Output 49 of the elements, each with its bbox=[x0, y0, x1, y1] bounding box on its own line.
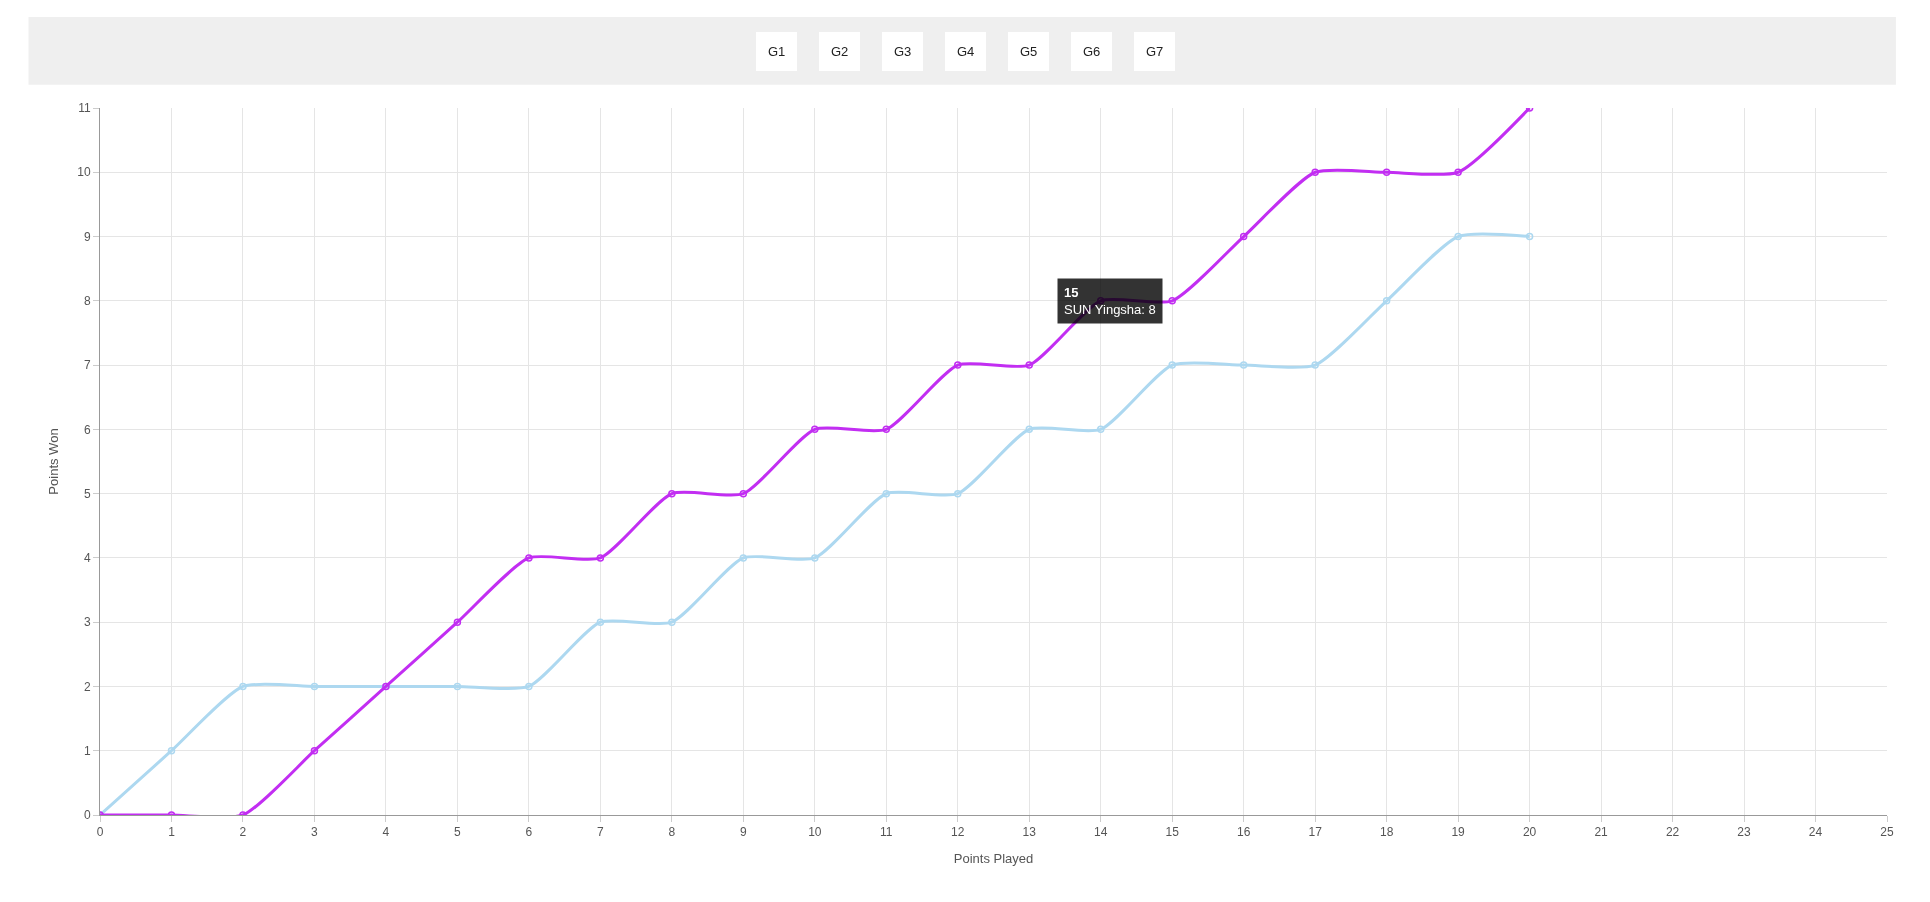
y-tick-label: 2 bbox=[83, 679, 91, 694]
x-tick-label: 1 bbox=[168, 825, 176, 840]
text: G6 bbox=[1083, 44, 1101, 59]
annotation: 15 bbox=[1064, 285, 1079, 300]
x-tick-label: 12 bbox=[951, 825, 965, 840]
x-tick-label: 4 bbox=[382, 825, 390, 840]
y-tick-label: 10 bbox=[77, 165, 91, 180]
annotation: SUN Yingsha: 8 bbox=[1064, 301, 1156, 317]
x-tick-label: 11 bbox=[880, 825, 893, 840]
x-tick-label: 20 bbox=[1522, 825, 1537, 840]
x-tick-label: 14 bbox=[1094, 825, 1108, 840]
x-tick-label: 6 bbox=[525, 825, 533, 840]
text: G7 bbox=[1146, 44, 1164, 59]
y-tick-label: 4 bbox=[83, 551, 91, 566]
x-tick-label: 0 bbox=[96, 825, 104, 840]
x-tick-label: 22 bbox=[1665, 825, 1680, 840]
x-tick-label: 7 bbox=[597, 825, 605, 840]
text: G5 bbox=[1020, 44, 1038, 59]
y-tick-label: 3 bbox=[83, 615, 91, 630]
x-tick-label: 16 bbox=[1237, 825, 1251, 840]
y-tick-label: 11 bbox=[78, 101, 91, 116]
x-tick-label: 5 bbox=[454, 825, 462, 840]
x-tick-label: 17 bbox=[1308, 825, 1323, 840]
y-tick-label: 5 bbox=[83, 486, 91, 501]
x-tick-label: 13 bbox=[1022, 825, 1037, 840]
text: G3 bbox=[894, 44, 912, 59]
text: G2 bbox=[831, 44, 849, 59]
x-tick-label: 8 bbox=[668, 825, 676, 840]
x-tick-label: 23 bbox=[1737, 825, 1752, 840]
x-tick-label: 25 bbox=[1880, 825, 1894, 840]
x-tick-label: 24 bbox=[1808, 825, 1823, 840]
y-tick-label: 6 bbox=[83, 422, 91, 437]
y-axis-title: Points Won bbox=[46, 428, 62, 495]
text: G1 bbox=[768, 44, 786, 59]
y-tick-label: 8 bbox=[83, 294, 91, 309]
x-tick-label: 9 bbox=[739, 825, 747, 840]
x-tick-label: 2 bbox=[239, 825, 247, 840]
text: G4 bbox=[957, 44, 975, 59]
x-tick-label: 19 bbox=[1451, 825, 1466, 840]
y-tick-label: 1 bbox=[83, 743, 91, 758]
x-axis-title: Points Played bbox=[953, 851, 1034, 866]
y-tick-label: 9 bbox=[83, 229, 91, 244]
x-tick-label: 15 bbox=[1165, 825, 1180, 840]
x-tick-label: 3 bbox=[311, 825, 319, 840]
x-tick-label: 21 bbox=[1594, 825, 1609, 840]
y-tick-label: 7 bbox=[83, 358, 91, 373]
x-tick-label: 10 bbox=[808, 825, 822, 840]
x-tick-label: 18 bbox=[1379, 825, 1394, 840]
y-tick-label: 0 bbox=[83, 808, 91, 823]
